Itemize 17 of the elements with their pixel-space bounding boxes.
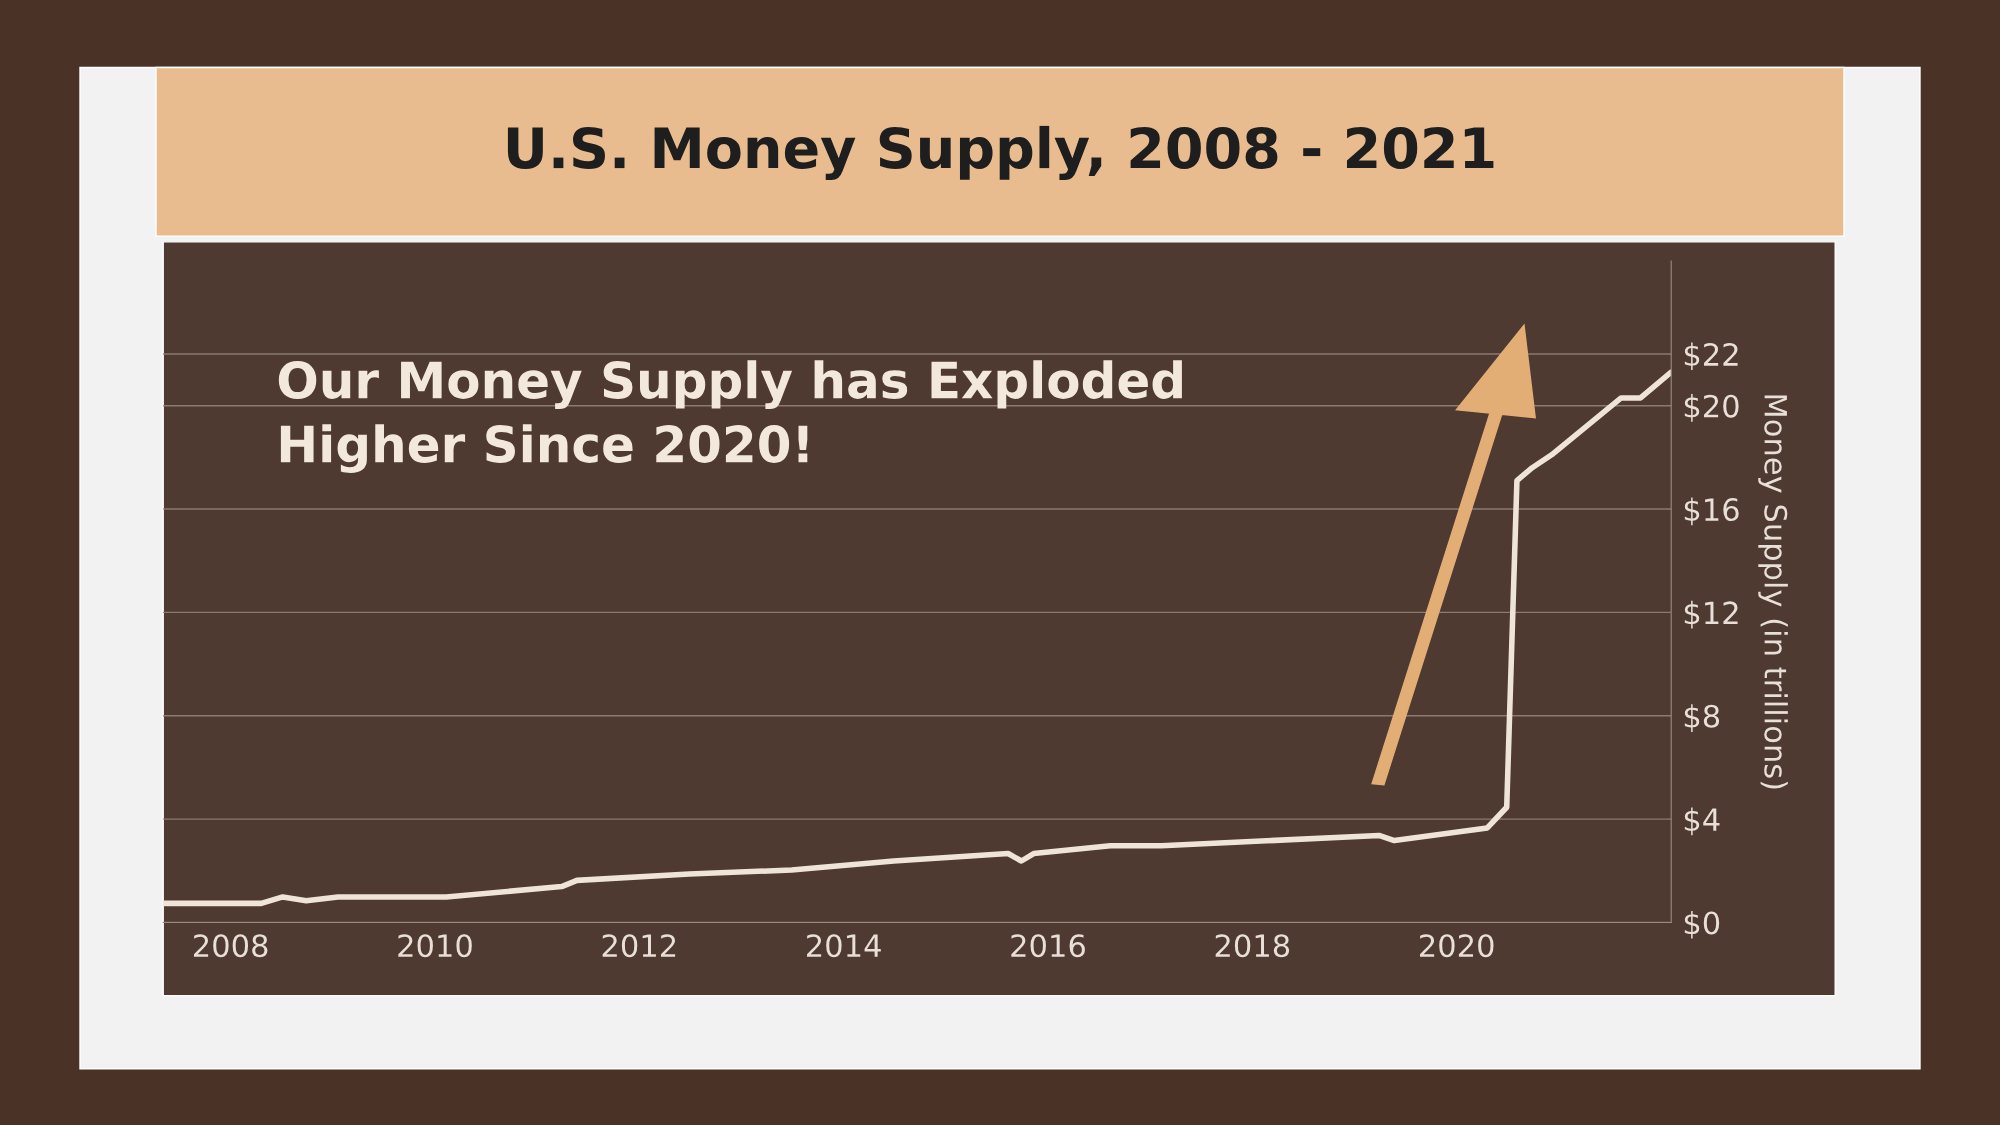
y-tick-label: $12 <box>1684 600 1738 629</box>
x-tick-label: 2010 <box>398 934 472 958</box>
x-tick-label: 2008 <box>193 934 268 958</box>
x-tick-label: 2012 <box>602 934 676 958</box>
x-tick-label: 2014 <box>807 934 881 958</box>
x-tick-label: 2020 <box>1420 934 1494 958</box>
y-tick-label: $16 <box>1684 497 1739 526</box>
x-tick-label: 2016 <box>1011 934 1085 958</box>
y-tick-label: $20 <box>1684 394 1739 422</box>
y-tick-label: $0 <box>1684 910 1720 939</box>
annotation: Our Money Supply has Exploded Higher Since 2020! <box>278 360 1182 473</box>
y-tick-label: $8 <box>1684 704 1720 732</box>
y-axis-title: Money Supply (in trillions) <box>1758 395 1788 789</box>
x-tick-label: 2018 <box>1215 934 1290 958</box>
y-tick-label: $4 <box>1684 807 1720 836</box>
chart-title: U.S. Money Supply, 2008 - 2021 <box>507 125 1494 181</box>
y-tick-label: $22 <box>1684 342 1738 371</box>
